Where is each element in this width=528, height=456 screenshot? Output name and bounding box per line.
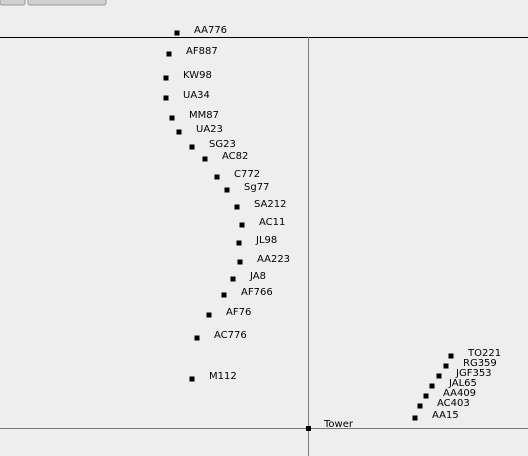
aircraft-label: AC82 xyxy=(222,151,248,162)
tab[interactable] xyxy=(0,0,26,6)
aircraft-label: AC403 xyxy=(437,398,470,409)
aircraft-label: TO221 xyxy=(467,348,501,359)
aircraft-marker xyxy=(163,75,169,81)
aircraft-label: SA212 xyxy=(254,199,286,210)
aircraft-marker xyxy=(239,222,245,228)
aircraft-label: RG359 xyxy=(463,358,497,369)
aircraft-marker xyxy=(448,353,454,359)
aircraft-label: JL98 xyxy=(255,235,277,246)
aircraft-label: AF887 xyxy=(186,46,218,57)
aircraft-marker xyxy=(189,376,195,382)
aircraft-marker xyxy=(214,174,220,180)
aircraft-marker xyxy=(189,144,195,150)
aircraft-label: SG23 xyxy=(209,139,236,150)
aircraft-marker xyxy=(423,393,429,399)
aircraft-label: M112 xyxy=(209,371,237,382)
aircraft-marker xyxy=(412,415,418,421)
aircraft-label: AC11 xyxy=(259,217,285,228)
aircraft-marker xyxy=(236,240,242,246)
aircraft-label: AF766 xyxy=(241,287,273,298)
aircraft-marker xyxy=(166,51,172,57)
aircraft-label: AA223 xyxy=(257,254,290,265)
aircraft-label: JGF353 xyxy=(455,368,492,379)
aircraft-label: JA8 xyxy=(249,271,266,282)
tower-label: Tower xyxy=(323,419,354,430)
aircraft-marker xyxy=(417,403,423,409)
aircraft-label: AF76 xyxy=(226,307,251,318)
aircraft-marker xyxy=(194,335,200,341)
aircraft-marker xyxy=(429,383,435,389)
aircraft-label: C772 xyxy=(234,169,260,180)
aircraft-marker xyxy=(234,204,240,210)
aircraft-marker xyxy=(221,292,227,298)
aircraft-marker xyxy=(163,95,169,101)
aircraft-label: KW98 xyxy=(183,70,212,81)
aircraft-label: AA15 xyxy=(432,410,459,421)
aircraft-marker xyxy=(176,129,182,135)
aircraft-label: AA409 xyxy=(443,388,476,399)
aircraft-marker xyxy=(202,156,208,162)
aircraft-label: Sg77 xyxy=(244,182,269,193)
tab[interactable] xyxy=(27,0,107,6)
aircraft-marker xyxy=(224,187,230,193)
aircraft-marker xyxy=(436,373,442,379)
aircraft-marker xyxy=(443,363,449,369)
aircraft-label: AC776 xyxy=(214,330,247,341)
aircraft-label: JAL65 xyxy=(448,378,477,389)
aircraft-label: AA776 xyxy=(194,25,227,36)
tower-marker xyxy=(306,426,311,431)
aircraft-label: MM87 xyxy=(189,110,219,121)
aircraft-label: UA23 xyxy=(196,124,223,135)
aircraft-marker xyxy=(206,312,212,318)
aircraft-marker xyxy=(174,30,180,36)
aircraft-marker xyxy=(169,115,175,121)
aircraft-label: UA34 xyxy=(183,90,210,101)
aircraft-marker xyxy=(230,276,236,282)
aircraft-marker xyxy=(237,259,243,265)
